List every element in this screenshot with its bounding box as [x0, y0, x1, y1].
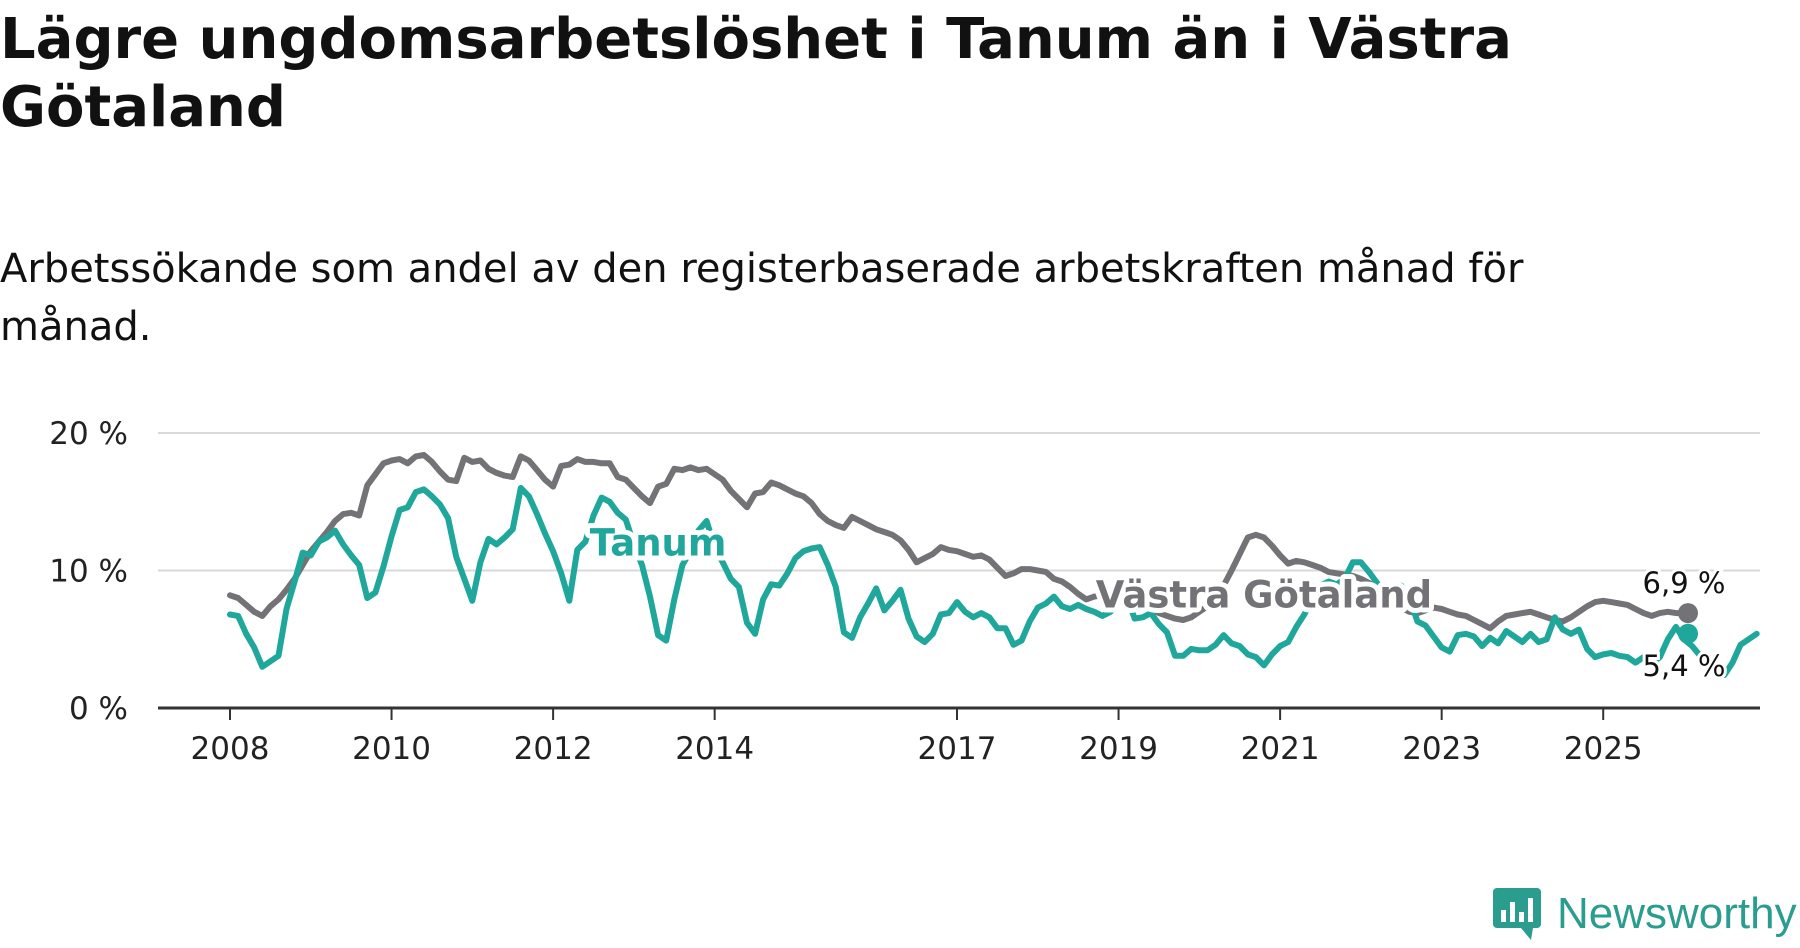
end-marker-tanum — [1678, 623, 1698, 644]
end-label-vastra-gotaland: 6,9 % — [1643, 566, 1726, 600]
y-tick-label: 10 % — [49, 554, 128, 590]
series-labels: Tanum Västra Götaland 6,9 % 5,4 % — [585, 516, 1729, 685]
x-tick-label: 2025 — [1564, 731, 1643, 767]
series-lines — [227, 452, 1760, 678]
x-tick-label: 2010 — [352, 731, 431, 767]
x-tick-label: 2014 — [675, 731, 754, 767]
series-label-vastra-gotaland: Västra Götaland — [1096, 574, 1432, 617]
end-label-tanum: 5,4 % — [1643, 649, 1726, 683]
series-label-tanum: Tanum — [590, 521, 727, 564]
x-axis-ticks: 2008 2010 2012 2014 2017 2019 2021 2023 2025 — [158, 706, 1760, 767]
gridlines — [158, 432, 1760, 572]
newsworthy-logo[interactable]: Newsworthy — [1493, 884, 1797, 944]
x-tick-label: 2017 — [918, 731, 997, 767]
x-tick-label: 2012 — [514, 731, 593, 767]
y-tick-label: 20 % — [49, 416, 128, 452]
newsworthy-logo-icon — [1493, 888, 1541, 940]
chart-subtitle: Arbetssökande som andel av den registerb… — [0, 246, 1524, 350]
chart-title: Lägre ungdomsarbetslöshet i Tanum än i V… — [0, 7, 1512, 140]
series-line-tanum — [227, 485, 1760, 678]
x-tick-label: 2021 — [1241, 731, 1320, 767]
y-tick-label: 0 % — [69, 691, 128, 727]
y-axis-ticks: 0 % 10 % 20 % — [49, 416, 128, 727]
x-tick-label: 2019 — [1079, 731, 1158, 767]
end-marker-vastra-gotaland — [1678, 603, 1698, 624]
x-tick-label: 2023 — [1402, 731, 1481, 767]
newsworthy-logo-text: Newsworthy — [1557, 889, 1797, 938]
x-tick-label: 2008 — [191, 731, 270, 767]
line-chart: 0 % 10 % 20 % 2008 2010 2012 2014 2017 2019 2021… — [49, 416, 1760, 767]
series-line-v-stra-g-taland — [227, 452, 1696, 632]
